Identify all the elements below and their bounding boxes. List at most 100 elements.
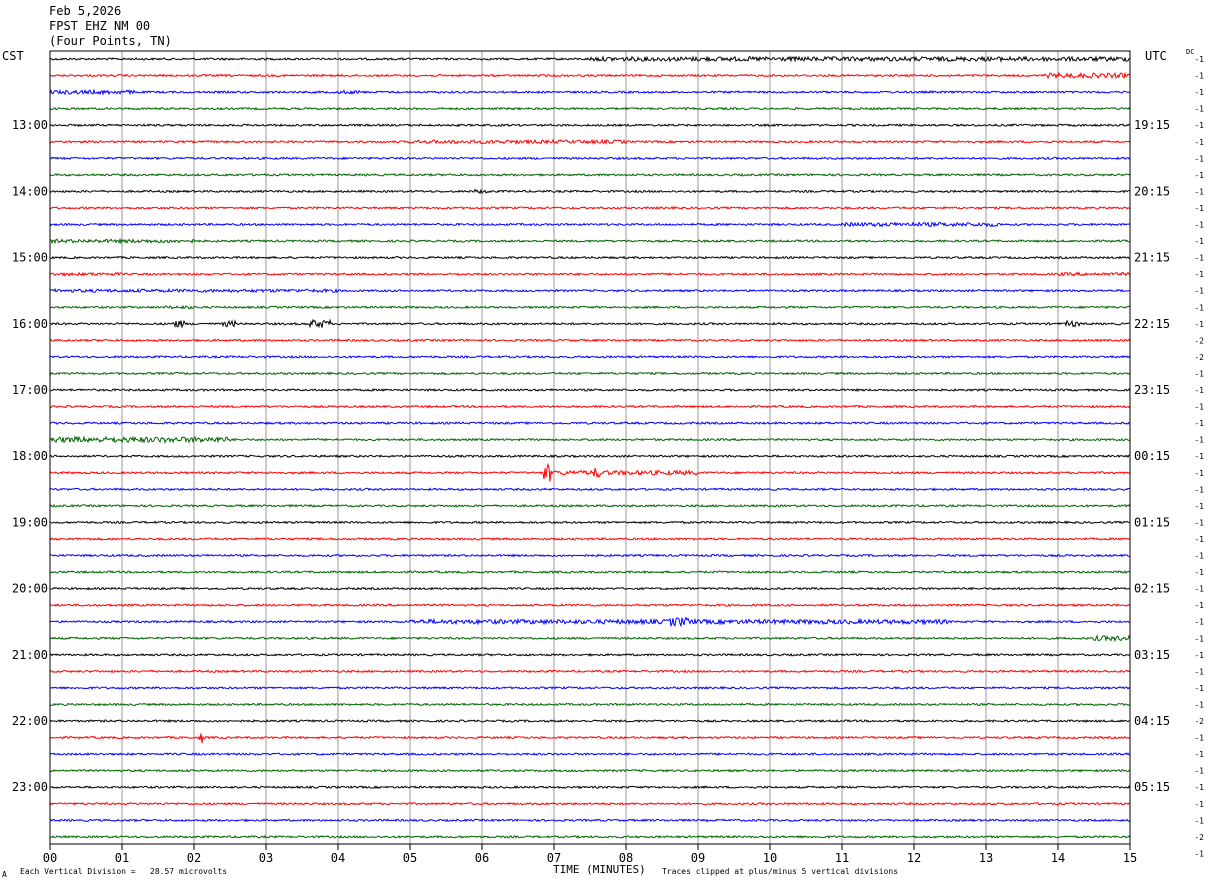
dc-offset-label: -1 — [1194, 287, 1204, 296]
trace-line — [49, 188, 1131, 195]
dc-offset-label: -1 — [1194, 552, 1204, 561]
x-tick-label: 09 — [691, 851, 705, 865]
trace-line — [49, 801, 1131, 806]
right-hour-label: 19:15 — [1134, 118, 1170, 132]
header-date: Feb 5,2026 — [49, 4, 122, 18]
trace-line — [49, 71, 1131, 80]
x-tick-label: 11 — [835, 851, 849, 865]
trace-line — [49, 421, 1131, 426]
trace-line — [49, 88, 1131, 96]
minute-gridlines — [121, 51, 1059, 844]
dc-offset-label: -1 — [1194, 303, 1204, 312]
x-tick-label: 02 — [187, 851, 201, 865]
dc-offset-label: -1 — [1194, 105, 1204, 114]
trace-line — [49, 304, 1131, 310]
right-hour-label: 20:15 — [1134, 184, 1170, 198]
trace-line — [49, 404, 1131, 409]
trace-line — [49, 338, 1131, 343]
x-tick-label: 08 — [619, 851, 633, 865]
trace-line — [49, 487, 1131, 492]
trace-line — [49, 503, 1131, 508]
dc-offset-label: -1 — [1194, 88, 1204, 97]
left-hour-label: 18:00 — [12, 449, 48, 463]
left-hour-label: 14:00 — [12, 184, 48, 198]
trace-line — [49, 685, 1131, 691]
trace-line — [49, 354, 1131, 359]
dc-offset-label: -1 — [1194, 634, 1204, 643]
trace-line — [49, 371, 1131, 376]
trace-line — [49, 255, 1131, 260]
right-hour-label: 05:15 — [1134, 780, 1170, 794]
right-hour-label: 03:15 — [1134, 648, 1170, 662]
dc-offset-label: -1 — [1194, 386, 1204, 395]
trace-line — [49, 603, 1131, 608]
left-hour-label: 16:00 — [12, 317, 48, 331]
dc-offset-label: -1 — [1194, 750, 1204, 759]
trace-line — [49, 553, 1131, 558]
right-hour-labels: 19:15 20:15 21:15 22:15 23:15 00:15 01:15 02:15… — [1134, 118, 1170, 794]
dc-offset-label: -2 — [1194, 717, 1204, 726]
dc-label: DC — [1186, 48, 1195, 56]
trace-line — [49, 205, 1131, 211]
trace-line — [49, 634, 1131, 643]
right-hour-label: 01:15 — [1134, 515, 1170, 529]
clip-note: Traces clipped at plus/minus 5 vertical … — [662, 867, 899, 876]
trace-line — [49, 718, 1131, 724]
right-hour-label: 02:15 — [1134, 582, 1170, 596]
dc-offset-label: -1 — [1194, 369, 1204, 378]
trace-line — [49, 616, 1131, 628]
dc-offset-label: -1 — [1194, 436, 1204, 445]
trace-line — [49, 536, 1131, 541]
dc-offset-label: -1 — [1194, 154, 1204, 163]
dc-offset-label: -1 — [1194, 452, 1204, 461]
trace-line — [49, 435, 1131, 444]
x-tick-label: 01 — [115, 851, 129, 865]
trace-line — [49, 138, 1131, 146]
trace-line — [49, 752, 1131, 757]
x-tick-label: 10 — [763, 851, 777, 865]
dc-offset-label: -1 — [1194, 204, 1204, 213]
trace-line — [49, 106, 1131, 111]
dc-offset-label: -1 — [1194, 138, 1204, 147]
dc-offset-label: -1 — [1194, 651, 1204, 660]
right-hour-label: 21:15 — [1134, 251, 1170, 265]
trace-line — [49, 520, 1131, 525]
dc-offset-label: -1 — [1194, 237, 1204, 246]
trace-line — [49, 318, 1131, 329]
dc-offset-label: -1 — [1194, 849, 1204, 858]
dc-offset-label: -1 — [1194, 618, 1204, 627]
dc-offset-label: -1 — [1194, 585, 1204, 594]
left-hour-labels: 13:00 14:00 15:00 16:00 17:00 18:00 19:00 20:00… — [12, 118, 48, 794]
dc-offset-label: -1 — [1194, 320, 1204, 329]
trace-line — [49, 702, 1131, 707]
right-hour-label: 22:15 — [1134, 317, 1170, 331]
trace-line — [49, 652, 1131, 657]
trace-line — [49, 785, 1131, 790]
dc-offset-label: -1 — [1194, 502, 1204, 511]
left-hour-label: 20:00 — [12, 582, 48, 596]
x-tick-label: 06 — [475, 851, 489, 865]
trace-line — [49, 818, 1131, 823]
right-hour-label: 23:15 — [1134, 383, 1170, 397]
trace-line — [49, 287, 1131, 294]
dc-offset-label: -1 — [1194, 221, 1204, 230]
dc-offset-label: -1 — [1194, 783, 1204, 792]
left-hour-label: 19:00 — [12, 515, 48, 529]
dc-offset-label: -2 — [1194, 336, 1204, 345]
scale-note: Each Vertical Division = 28.57 microvolt… — [20, 867, 228, 876]
trace-line — [49, 586, 1131, 591]
trace-line — [49, 221, 1131, 228]
dc-offset-label: -1 — [1194, 767, 1204, 776]
dc-offset-labels: -1 -1 -1 -1 -1 -1 -1 -1 -1 -1 -1 -1 -1 -1 -1 -1 -1 -2 -2 -1… — [1194, 55, 1204, 858]
left-hour-label: 22:00 — [12, 714, 48, 728]
left-hour-label: 21:00 — [12, 648, 48, 662]
dc-offset-label: -1 — [1194, 72, 1204, 81]
trace-line — [49, 156, 1131, 161]
trace-line — [49, 237, 1131, 245]
trace-line — [49, 387, 1131, 393]
dc-offset-label: -1 — [1194, 55, 1204, 64]
dc-offset-label: -1 — [1194, 171, 1204, 180]
trace-line — [49, 123, 1131, 128]
header-location: (Four Points, TN) — [49, 34, 172, 48]
